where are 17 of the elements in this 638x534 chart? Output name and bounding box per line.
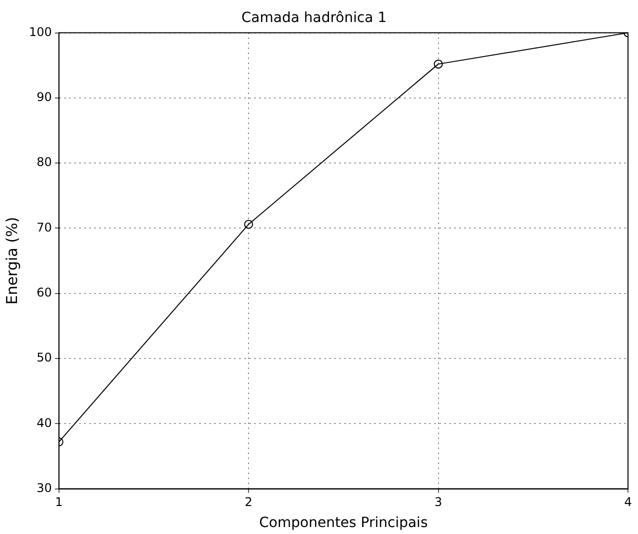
y-tick-label: 60: [36, 285, 52, 300]
point: [244, 220, 254, 229]
y-tick-label: 100: [29, 24, 52, 39]
x-axis-title: Componentes Principais: [259, 515, 428, 532]
y-tick-label: 50: [36, 350, 52, 365]
x-tick-label: 1: [55, 495, 63, 510]
y-tick-label: 40: [36, 416, 52, 430]
y-axis-title: Energia (%): [2, 216, 21, 305]
x-tick-label: 3: [434, 495, 442, 510]
point: [434, 60, 443, 69]
y-tick-label: 80: [36, 155, 52, 170]
y-tick-label: 70: [36, 220, 52, 234]
y-tick-label: 30: [36, 480, 52, 495]
x-tick-label: 4: [624, 495, 632, 510]
y-tick-label: 90: [36, 90, 52, 104]
x-tick-label: 2: [244, 495, 252, 510]
chart-title: Camada hadrônica 1: [241, 10, 387, 26]
